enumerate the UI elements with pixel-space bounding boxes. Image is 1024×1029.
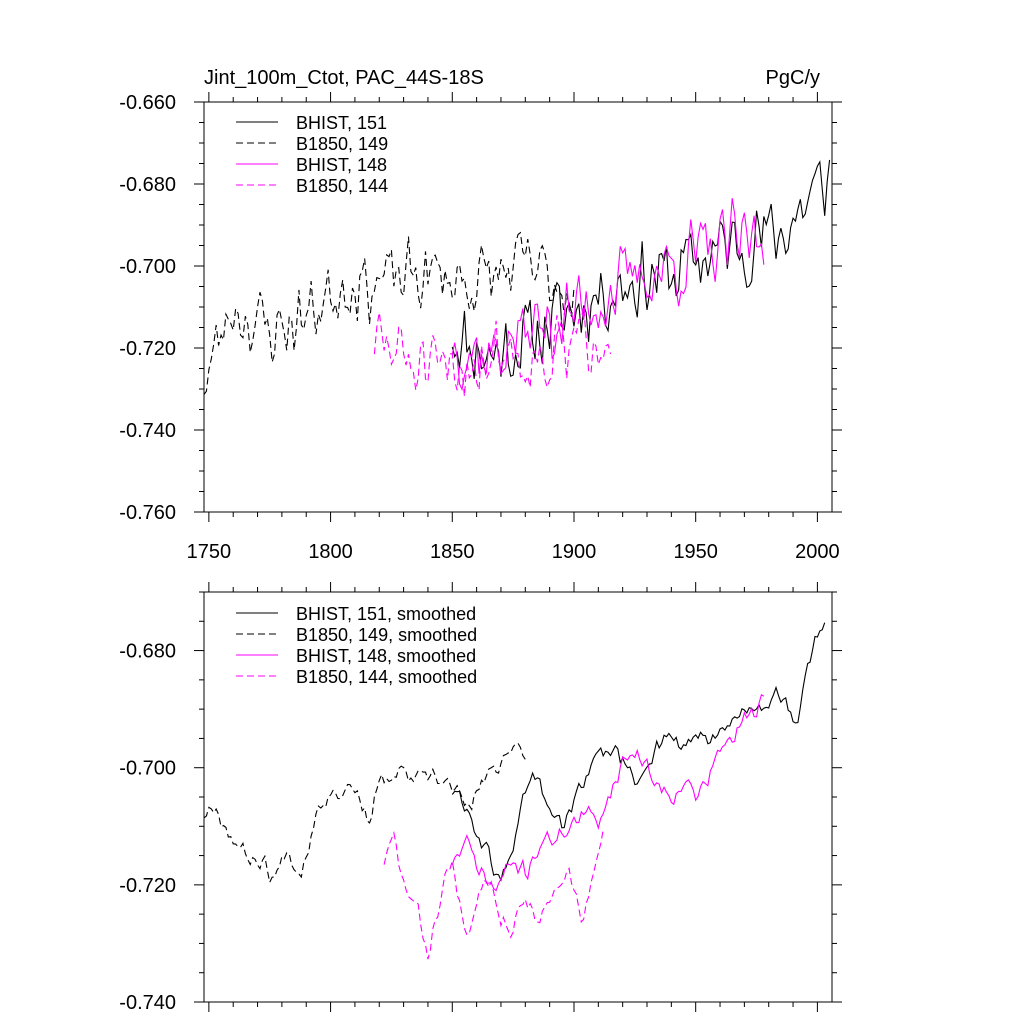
legend-label: BHIST, 148, smoothed bbox=[296, 646, 476, 666]
x-tick-label: 1750 bbox=[187, 541, 232, 563]
legend-label: BHIST, 151 bbox=[296, 113, 387, 133]
x-tick-label: 1950 bbox=[673, 541, 718, 563]
y-tick-label: -0.720 bbox=[119, 875, 176, 897]
legend-label: B1850, 149, smoothed bbox=[296, 625, 477, 645]
series-line-2 bbox=[451, 198, 765, 392]
legend-label: BHIST, 148 bbox=[296, 155, 387, 175]
x-tick-label: 1850 bbox=[430, 541, 475, 563]
chart-title: Jint_100m_Ctot, PAC_44S-18S bbox=[204, 67, 484, 89]
bottom-panel: -0.740 -0.720 -0.700 -0.680 BHIST, 151, smoo… bbox=[119, 582, 842, 1014]
y-tick-label: -0.700 bbox=[119, 758, 176, 780]
y-tick-label: -0.680 bbox=[119, 174, 176, 196]
y-tick-label: -0.760 bbox=[119, 502, 176, 524]
y-tick-label: -0.740 bbox=[119, 420, 176, 442]
x-tick-label: 1800 bbox=[308, 541, 353, 563]
series-line-1 bbox=[204, 742, 526, 885]
series-line-3 bbox=[373, 306, 612, 397]
series-line-0 bbox=[451, 622, 826, 882]
series-line-1 bbox=[204, 231, 575, 395]
x-tick-label: 1900 bbox=[552, 541, 597, 563]
y-tick-label: -0.660 bbox=[119, 92, 176, 114]
x-tick-label: 2000 bbox=[795, 541, 840, 563]
y-tick-label: -0.700 bbox=[119, 256, 176, 278]
legend-label: B1850, 144, smoothed bbox=[296, 667, 477, 687]
series-line-0 bbox=[451, 159, 831, 379]
y-tick-label: -0.720 bbox=[119, 338, 176, 360]
series-line-3 bbox=[383, 829, 604, 960]
y-tick-label: -0.680 bbox=[119, 641, 176, 663]
series-line-2 bbox=[451, 693, 765, 892]
chart-units-label: PgC/y bbox=[766, 67, 820, 89]
top-panel: Jint_100m_Ctot, PAC_44S-18S PgC/y 1750 18… bbox=[119, 67, 842, 563]
legend-label: B1850, 144 bbox=[296, 176, 388, 196]
legend-label: BHIST, 151, smoothed bbox=[296, 604, 476, 624]
legend-label: B1850, 149 bbox=[296, 134, 388, 154]
y-tick-label: -0.740 bbox=[119, 992, 176, 1014]
